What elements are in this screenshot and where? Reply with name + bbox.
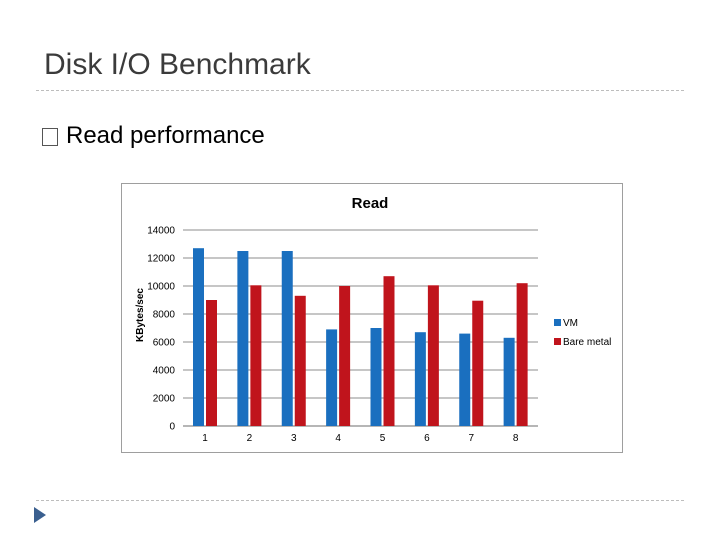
- x-tick-label: 3: [291, 433, 297, 444]
- bar-vm: [326, 329, 338, 426]
- x-tick-label: 1: [202, 433, 208, 444]
- y-tick-label: 0: [169, 422, 175, 433]
- x-tick-label: 5: [380, 433, 386, 444]
- bar-bare-metal: [250, 285, 262, 426]
- y-tick-label: 10000: [147, 282, 175, 293]
- x-tick-label: 8: [513, 433, 519, 444]
- y-tick-label: 6000: [153, 338, 176, 349]
- bar-bare-metal: [339, 286, 351, 426]
- x-tick-label: 4: [335, 433, 341, 444]
- slide-title: Disk I/O Benchmark: [44, 48, 311, 81]
- bar-vm: [503, 337, 515, 426]
- y-tick-label: 12000: [147, 254, 175, 265]
- bullet-box-icon: [42, 128, 58, 146]
- title-divider: [36, 90, 684, 91]
- chart-frame: Read KBytes/sec 0 2000 4000 6000 8000 10000 12…: [121, 183, 623, 453]
- bar-vm: [370, 328, 382, 426]
- bars: [193, 248, 528, 426]
- y-axis-label: KBytes/sec: [135, 288, 146, 342]
- y-tick-label: 4000: [153, 366, 176, 377]
- x-tick-label: 7: [468, 433, 474, 444]
- bar-bare-metal: [427, 285, 439, 426]
- bar-vm: [414, 332, 426, 426]
- x-tick-labels: 1 2 3 4 5 6 7 8: [202, 433, 519, 444]
- y-tick-labels: 0 2000 4000 6000 8000 10000 12000 14000: [147, 226, 175, 433]
- y-tick-label: 14000: [147, 226, 175, 237]
- legend-swatch-bare-metal: [554, 338, 561, 345]
- gridlines: [183, 229, 538, 427]
- y-tick-label: 8000: [153, 310, 176, 321]
- bar-vm: [459, 333, 471, 426]
- bullet-text: Read performance: [66, 122, 265, 149]
- bullet-item: Read performance: [42, 122, 265, 150]
- bar-bare-metal: [383, 276, 395, 426]
- footer-divider: [36, 500, 684, 501]
- legend: VM Bare metal: [554, 318, 611, 348]
- bar-vm: [281, 251, 293, 426]
- bar-vm: [193, 248, 204, 426]
- x-tick-label: 2: [247, 433, 253, 444]
- bar-vm: [237, 251, 249, 426]
- bar-bare-metal: [516, 283, 528, 426]
- bar-bare-metal: [206, 300, 217, 426]
- legend-label-bare-metal: Bare metal: [563, 337, 611, 348]
- y-tick-label: 2000: [153, 394, 176, 405]
- bar-bare-metal: [294, 295, 306, 426]
- read-chart: Read KBytes/sec 020004000600080001000012…: [135, 195, 611, 444]
- legend-swatch-vm: [554, 319, 561, 326]
- x-tick-label: 6: [424, 433, 430, 444]
- next-slide-icon[interactable]: [34, 507, 46, 523]
- legend-label-vm: VM: [563, 318, 578, 329]
- chart-title: Read: [352, 195, 389, 212]
- bar-bare-metal: [472, 300, 484, 426]
